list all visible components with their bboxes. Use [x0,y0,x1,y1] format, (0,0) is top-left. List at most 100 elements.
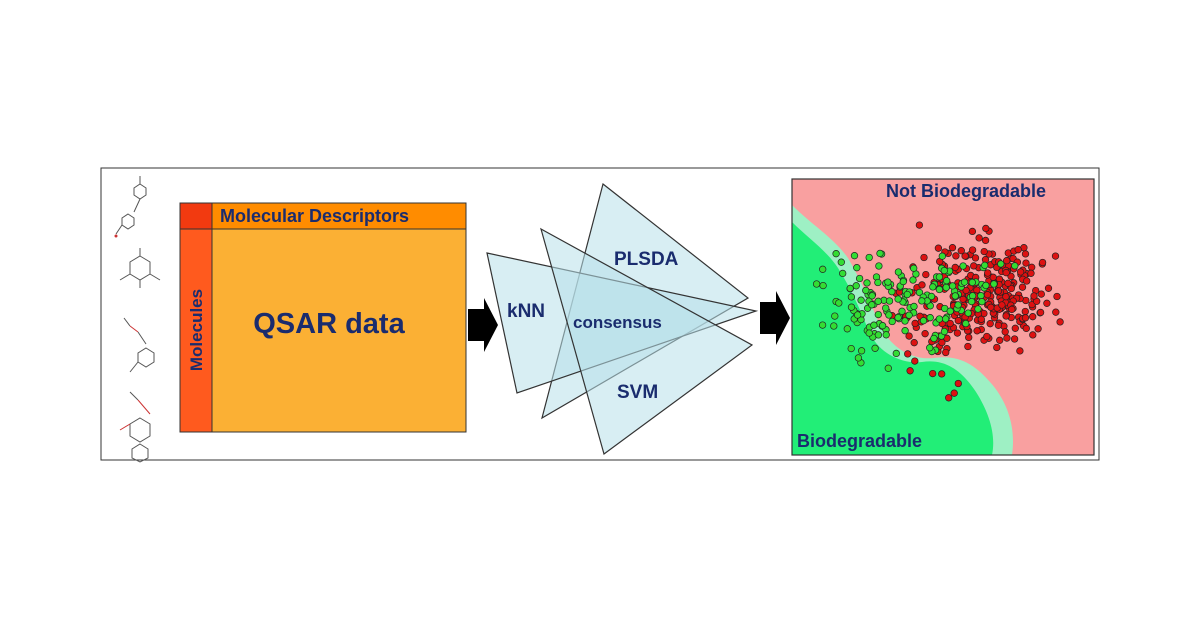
biodegradable-point [878,322,887,330]
biodegradable-point [854,354,863,362]
not-biodegradable-point [994,321,1003,329]
biodegradable-point [885,297,894,305]
molecule-3 [123,317,155,373]
not-biodegradable-point [987,303,995,311]
biodegradable-point [926,314,934,322]
not-biodegradable-point [962,286,970,295]
biodegradable-point [919,317,928,325]
not-biodegradable-point [1044,284,1053,292]
biodegradable-point [1011,262,1019,270]
biodegradable-point [830,322,838,330]
biodegradable-point [865,329,873,337]
biodegradable-point [942,277,951,285]
biodegradable-point [862,286,870,295]
qsar-data-label: QSAR data [253,308,405,340]
biodegradable-region [792,222,994,455]
biodegradable-point [940,266,948,275]
not-biodegradable-point [1021,250,1030,258]
not-biodegradable-point [1002,293,1010,301]
biodegradable-point [847,293,856,301]
not-biodegradable-point [1021,307,1029,316]
biodegradable-point [959,262,967,270]
not-biodegradable-point [946,319,954,328]
not-biodegradable-point [904,350,912,358]
plot-frame [791,178,1095,456]
biodegradable-point [967,297,976,306]
consensus-label: consensus [573,313,662,332]
not-biodegradable-point [971,254,980,262]
biodegradable-point [918,297,926,305]
biodegradable-point [831,312,839,320]
biodegradable-point [884,278,892,286]
biodegradable-point [930,334,938,343]
not-biodegradable-point [905,332,913,340]
biodegradable-point [839,269,847,278]
not-biodegradable-point [975,234,983,242]
biodegradable-point [853,311,862,319]
molecules-side-label: Molecules [187,289,206,371]
not-biodegradable-point [965,333,973,342]
not-biodegradable-point [1037,290,1045,298]
biodegradable-point [926,344,934,352]
not-biodegradable-point [984,269,992,277]
not-biodegradable-point [1016,347,1024,355]
biodegradable-point [888,288,896,296]
biodegradable-point [857,296,865,304]
biodegradable-point [960,278,969,286]
biodegradable-point [982,281,990,290]
biodegradable-point [894,268,903,276]
not-biodegradable-point [977,315,985,323]
biodegradable-point [935,285,944,294]
arrow-right-icon [468,298,498,352]
biodegradable-point [847,344,855,353]
biodegradable-point [857,347,866,355]
not-biodegradable-point [994,287,1003,295]
biodegradable-point [981,261,989,269]
not-biodegradable-point [1056,318,1064,326]
biodegradable-point [929,283,937,291]
not-biodegradable-point [1014,246,1022,254]
biodegradable-point [968,278,976,287]
biodegradable-point [905,311,913,319]
biodegradable-point [978,298,986,306]
biodegradable-point [948,282,957,290]
biodegradable-point [898,307,906,315]
not-biodegradable-point [1001,328,1009,336]
biodegradable-point [843,325,851,333]
not-biodegradable-point [1016,268,1025,276]
biodegradable-point [888,317,896,326]
biodegradable-point [876,249,884,258]
not-biodegradable-point [948,244,957,252]
not-biodegradable-point [934,244,943,252]
biodegradable-point [927,292,936,301]
biodegradable-point [941,315,950,323]
not-biodegradable-point [961,252,969,260]
not-biodegradable-point [1022,259,1030,267]
not-biodegradable-point [1011,324,1019,332]
not-biodegradable-point [1002,312,1010,320]
biodegradable-point [974,305,982,313]
not-biodegradable-point [1003,334,1011,342]
not-biodegradable-point [945,394,953,402]
biodegradable-point [835,299,843,307]
model-ensemble: PLSDA kNN consensus SVM [486,182,759,455]
not-biodegradable-point [1010,335,1019,343]
matrix-body [179,202,467,433]
qsar-data-matrix: Molecular Descriptors Molecules QSAR dat… [179,202,467,433]
not-biodegradable-point [920,253,928,262]
not-biodegradable-point [1029,331,1037,339]
biodegradable-point [868,292,876,300]
not-biodegradable-point [1034,325,1042,333]
biodegradable-point [819,281,827,290]
not-biodegradable-point [973,327,981,335]
not-biodegradable-point [918,281,926,289]
not-biodegradable-point [1004,279,1012,287]
biodegradable-point [850,252,859,260]
molecule-side-bar [179,202,213,433]
not-biodegradable-point [911,357,919,365]
not-biodegradable-point [1051,252,1060,260]
biodegradable-point [935,315,944,323]
not-biodegradable-point [1036,308,1045,317]
biodegradable-point [990,280,998,288]
